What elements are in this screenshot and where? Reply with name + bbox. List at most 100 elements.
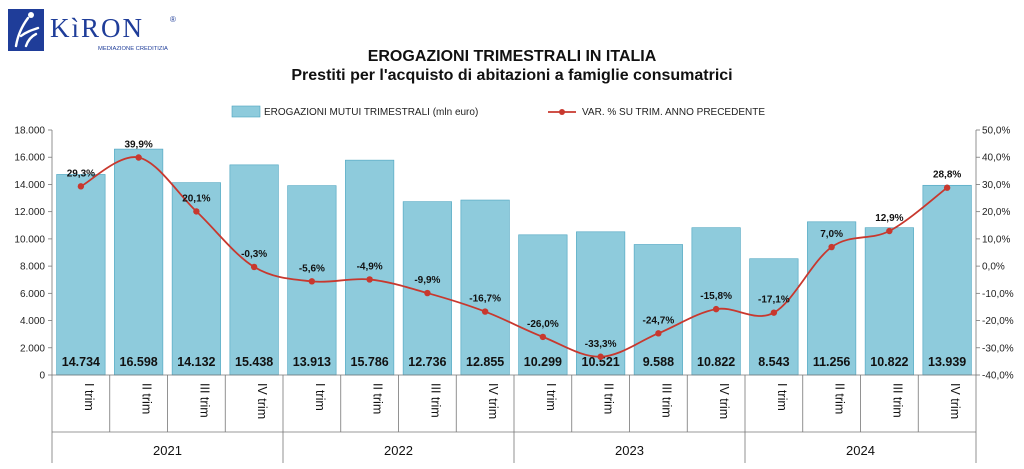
line-point	[655, 330, 662, 337]
category-label: I trim	[313, 383, 327, 411]
line-value-label: 28,8%	[933, 170, 961, 181]
category-label: IV trim	[486, 383, 500, 419]
left-tick-label: 4.000	[20, 316, 45, 327]
line-value-label: -5,6%	[299, 263, 325, 274]
bars: 14.734 16.598 14.132 15.438 13.913 15.786 12.7…	[56, 148, 972, 376]
category-label: II trim	[833, 383, 847, 414]
right-tick-label: -10,0%	[982, 289, 1014, 300]
category-label: I trim	[775, 383, 789, 411]
left-tick-label: 6.000	[20, 289, 45, 300]
category-label: II trim	[140, 383, 154, 414]
category-label: IV trim	[717, 383, 731, 419]
right-tick-label: -30,0%	[982, 343, 1014, 354]
axes: 0 2.000 4.000 6.000 8.000 10.000 12.000 14.000 1…	[14, 126, 1013, 382]
line-value-label: 7,0%	[820, 229, 843, 240]
bar	[633, 244, 683, 376]
category-axis: I trim II trim III trim IV trim I trim II tri…	[51, 374, 977, 463]
category-label: IV trim	[255, 383, 269, 419]
bar-value-label: 13.913	[293, 355, 331, 369]
bar-value-label: 10.822	[870, 355, 908, 369]
year-label: 2024	[846, 443, 875, 458]
line-value-label: 29,3%	[67, 168, 95, 179]
right-tick-label: 30,0%	[982, 180, 1010, 191]
bar	[345, 159, 395, 376]
legend-bar-label: EROGAZIONI MUTUI TRIMESTRALI (mln euro)	[264, 107, 478, 118]
bar	[114, 148, 164, 376]
line-point	[886, 227, 893, 235]
bar-value-label: 14.132	[177, 355, 215, 369]
bar	[922, 184, 972, 376]
chart-subtitle: Prestiti per l'acquisto di abitazioni a …	[291, 67, 732, 84]
line-value-label: -17,1%	[758, 295, 790, 306]
left-tick-label: 8.000	[20, 262, 45, 273]
line-value-label: -9,9%	[414, 275, 440, 286]
bar-value-label: 15.786	[351, 355, 389, 369]
category-label: II trim	[602, 383, 616, 414]
category-label: I trim	[82, 383, 96, 411]
bar-value-label: 10.822	[697, 355, 735, 369]
line-point	[539, 333, 547, 341]
bar	[518, 234, 568, 376]
bar-value-label: 15.438	[235, 355, 273, 369]
bar	[171, 182, 221, 376]
left-tick-label: 16.000	[14, 153, 45, 164]
bar	[749, 258, 799, 376]
legend-line-label: VAR. % SU TRIM. ANNO PRECEDENTE	[582, 107, 765, 118]
left-tick-label: 12.000	[14, 207, 45, 218]
chart-title: EROGAZIONI TRIMESTRALI IN ITALIA	[368, 48, 657, 65]
left-tick-label: 14.000	[14, 180, 45, 191]
line-value-label: 39,9%	[124, 139, 152, 150]
logo-tagline: MEDIAZIONE CREDITIZIA	[98, 46, 168, 52]
right-tick-label: 10,0%	[982, 234, 1010, 245]
line-value-label: -4,9%	[357, 261, 383, 272]
line-point	[193, 208, 200, 215]
right-tick-label: 20,0%	[982, 207, 1010, 218]
line-value-label: -16,7%	[469, 294, 501, 305]
category-label: II trim	[371, 383, 385, 414]
line-value-label: 20,1%	[182, 193, 210, 204]
line-series: 29,3% 39,9% 20,1% -0,3% -5,6% -4,9% -9,9% -16,7…	[67, 139, 961, 360]
legend: EROGAZIONI MUTUI TRIMESTRALI (mln euro) …	[231, 105, 765, 118]
bar	[691, 227, 741, 376]
line-point	[424, 289, 431, 297]
legend-line-marker	[559, 109, 565, 115]
bar-value-label: 12.736	[408, 355, 446, 369]
logo-brand: KìRON	[50, 13, 144, 43]
logo-registered: ®	[170, 15, 176, 24]
bar	[864, 227, 914, 376]
left-tick-label: 2.000	[20, 343, 45, 354]
line-value-label: 12,9%	[875, 213, 903, 224]
left-tick-label: 0	[39, 371, 45, 382]
category-label: III trim	[197, 383, 211, 418]
line-point	[770, 309, 778, 316]
logo-figure-icon	[14, 16, 40, 48]
bar-value-label: 9.588	[643, 355, 674, 369]
year-label: 2022	[384, 443, 413, 458]
line-value-label: -15,8%	[700, 291, 732, 302]
line-point	[366, 276, 373, 283]
right-tick-label: 0,0%	[982, 262, 1005, 273]
kiron-logo: KìRON ® MEDIAZIONE CREDITIZIA	[8, 9, 176, 52]
category-label: III trim	[428, 383, 442, 418]
category-label: I trim	[544, 383, 558, 411]
bar	[56, 174, 106, 376]
right-tick-label: 50,0%	[982, 126, 1010, 137]
right-tick-label: -20,0%	[982, 316, 1014, 327]
line-point	[77, 183, 85, 190]
category-label: III trim	[659, 383, 673, 418]
left-tick-label: 10.000	[14, 234, 45, 245]
line-value-label: -33,3%	[585, 339, 617, 350]
bar-value-label: 14.734	[62, 355, 100, 369]
legend-bar-swatch	[231, 105, 261, 118]
logo-figure-head-icon	[28, 12, 34, 18]
bar	[460, 199, 510, 376]
line-value-label: -0,3%	[241, 249, 267, 260]
year-label: 2021	[153, 443, 182, 458]
line-point	[135, 154, 142, 161]
bar-value-label: 16.598	[120, 355, 158, 369]
bar-value-label: 10.521	[582, 355, 620, 369]
category-label: IV trim	[948, 383, 962, 419]
bar-value-label: 10.299	[524, 355, 562, 369]
line-value-label: -24,7%	[643, 315, 675, 326]
